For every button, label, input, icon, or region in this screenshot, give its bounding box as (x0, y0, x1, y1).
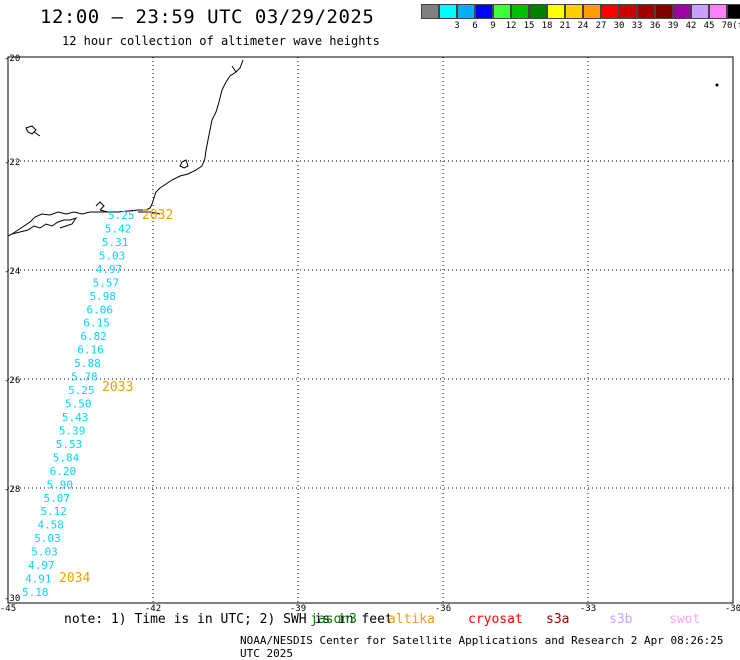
legend-swatch (709, 4, 727, 19)
wave-height-value: 5.12 (40, 505, 67, 518)
wave-height-value: 5.42 (105, 222, 132, 235)
coastline-detail (11, 65, 237, 235)
lat-label: -30 (4, 594, 20, 604)
legend-swatch (583, 4, 601, 19)
wave-height-value: 5.84 (53, 451, 80, 464)
altimeter-track: 5.255.425.315.034.975.575.986.066.156.82… (22, 208, 173, 599)
legend-swatch (601, 4, 619, 19)
legend-swatch (619, 4, 637, 19)
wave-height-value: 4.91 (25, 573, 51, 586)
wave-height-value: 5.31 (102, 236, 129, 249)
wave-height-value: 5.50 (65, 398, 92, 411)
wave-height-value: 5.18 (22, 586, 49, 599)
wave-height-value: 5.53 (56, 438, 83, 451)
map-title: 12:00 — 23:59 UTC 03/29/2025 (40, 6, 375, 28)
legend-swatch (439, 4, 457, 19)
legend-label: 3 (454, 21, 460, 31)
legend-label: 45 (703, 21, 715, 31)
wave-height-value: 5.43 (62, 411, 89, 424)
legend-label: 70 (721, 21, 733, 31)
legend-label: 15 (523, 21, 535, 31)
time-label: 2032 (142, 208, 173, 223)
legend-label: 18 (541, 21, 553, 31)
island-dot-icon (715, 83, 719, 87)
wave-height-value: 5.03 (34, 532, 61, 545)
legend-swatch (565, 4, 583, 19)
wave-height-value: 5.07 (44, 492, 71, 505)
wave-height-value: 5.88 (74, 357, 101, 370)
lon-label: -36 (435, 604, 451, 614)
satellite-legend-item: s3b (609, 612, 633, 627)
satellite-legend-item: cryosat (468, 612, 523, 627)
satellite-legend-item: jason3 (310, 612, 357, 627)
lon-label: -42 (145, 604, 161, 614)
wave-height-value: 4.97 (28, 559, 55, 572)
legend-label: 12 (505, 21, 517, 31)
lat-label: -22 (4, 158, 20, 168)
legend-swatch (421, 4, 439, 19)
legend-label: 30 (613, 21, 625, 31)
wave-height-value: 6.16 (77, 344, 104, 357)
legend-swatch (493, 4, 511, 19)
wave-height-value: 5.98 (90, 290, 117, 303)
lat-label: -28 (4, 485, 20, 495)
legend-swatch (475, 4, 493, 19)
map-frame (7, 56, 734, 604)
legend-swatch (691, 4, 709, 19)
legend-label: 9 (490, 21, 496, 31)
wave-height-value: 5.25 (68, 384, 95, 397)
lon-label: -30 (725, 604, 740, 614)
legend-unit: (ft) (732, 21, 740, 31)
coastline (7, 59, 244, 237)
note-text: note: 1) Time is in UTC; 2) SWH is in fe… (64, 612, 393, 627)
island-icon (25, 125, 189, 169)
map-subtitle: 12 hour collection of altimeter wave hei… (62, 34, 380, 48)
legend-label: 42 (685, 21, 697, 31)
wave-height-value: 4.58 (37, 519, 64, 532)
wave-height-value: 5.90 (47, 478, 73, 491)
legend-label: 39 (667, 21, 679, 31)
lon-label: -33 (580, 604, 596, 614)
legend-swatch (637, 4, 655, 19)
wave-height-value: 6.82 (80, 330, 107, 343)
lon-label: -39 (290, 604, 306, 614)
legend-swatch (727, 4, 740, 19)
legend-label: 24 (577, 21, 589, 31)
wave-height-value: 6.20 (50, 465, 76, 478)
lat-label: -20 (4, 54, 20, 64)
legend-label: 21 (559, 21, 571, 31)
wave-height-value: 5.39 (59, 424, 86, 437)
legend-label: 33 (631, 21, 643, 31)
color-legend (421, 4, 740, 19)
wave-height-value: 4.97 (96, 263, 123, 276)
wave-height-value: 5.78 (71, 371, 98, 384)
satellite-legend-item: swot (669, 612, 701, 627)
graticule: -20-22-24-26-28-30-45 -42 -39 -36 -33 -30 (0, 54, 740, 614)
legend-label: 36 (649, 21, 661, 31)
legend-swatch (673, 4, 691, 19)
legend-swatch (511, 4, 529, 19)
lat-label: -26 (4, 376, 20, 386)
footer-credit: NOAA/NESDIS Center for Satellite Applica… (240, 634, 724, 660)
wave-height-value: 5.57 (93, 276, 120, 289)
satellite-legend-item: s3a (546, 612, 570, 627)
satellite-legend-item: altika (388, 612, 435, 627)
wave-height-value: 5.25 (108, 209, 135, 222)
time-label: 2034 (59, 571, 90, 586)
legend-swatch (547, 4, 565, 19)
legend-swatch (529, 4, 547, 19)
legend-swatch (457, 4, 475, 19)
lon-label: -45 (0, 604, 16, 614)
wave-height-value: 5.03 (99, 249, 126, 262)
legend-swatch (655, 4, 673, 19)
wave-height-value: 5.03 (31, 546, 58, 559)
legend-label: 6 (472, 21, 478, 31)
lat-label: -24 (4, 267, 20, 277)
wave-height-value: 6.06 (87, 303, 114, 316)
time-label: 2033 (102, 380, 133, 395)
legend-label: 27 (595, 21, 607, 31)
wave-height-value: 6.15 (83, 317, 110, 330)
